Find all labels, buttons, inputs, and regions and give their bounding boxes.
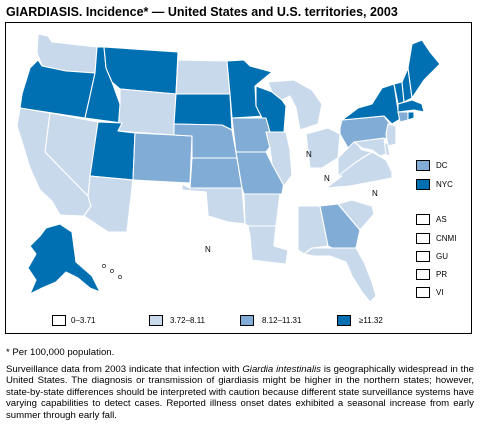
footnote: * Per 100,000 population. (6, 347, 115, 358)
state-mark-indiana: N (306, 150, 312, 159)
territory-swatch-as (416, 214, 430, 225)
map-frame (5, 22, 472, 334)
state-michigan (267, 79, 323, 131)
legend-swatch-bin-3 (337, 315, 351, 326)
state-wyoming (117, 88, 177, 136)
territory-label-pr: PR (436, 270, 448, 279)
territory-swatch-gu (416, 251, 430, 262)
territory-label-as: AS (436, 215, 447, 224)
state-montana (103, 46, 179, 95)
summary-text-after: is geographically widespread in the Unit… (6, 364, 474, 421)
state-maine (407, 39, 441, 99)
state-texas (139, 189, 253, 301)
hawaii-small-islands (102, 264, 122, 279)
state-new-jersey (385, 123, 397, 147)
state-hawaii (129, 282, 165, 308)
legend-swatch-bin-0 (52, 315, 66, 326)
dc-legend-label: DC (436, 161, 448, 170)
summary-text-before: Surveillance data from 2003 indicate tha… (6, 364, 243, 375)
legend-swatch-bin-2 (240, 315, 254, 326)
state-colorado (132, 132, 193, 184)
state-mark-texas: N (205, 245, 211, 254)
territory-label-gu: GU (436, 252, 448, 261)
legend-label-bin-1: 3.72–8.11 (170, 316, 205, 325)
territory-swatch-cnmi (416, 233, 430, 244)
territory-label-cnmi: CNMI (436, 234, 457, 243)
nyc-legend-swatch (416, 179, 430, 190)
territory-label-vi: VI (436, 288, 444, 297)
territory-swatch-pr (416, 269, 430, 280)
state-mark-north-carolina: N (372, 189, 378, 198)
nyc-legend-label: NYC (436, 180, 453, 189)
state-arkansas (243, 193, 281, 227)
legend-swatch-bin-1 (149, 315, 163, 326)
figure-title: GIARDIASIS. Incidence* — United States a… (6, 5, 398, 19)
not-notifiable-marks: N N N N (205, 150, 378, 254)
summary-organism-name: Giardia intestinalis (242, 364, 321, 375)
state-shapes (16, 33, 441, 308)
legend-label-bin-3: ≥11.32 (359, 316, 383, 325)
state-maryland (353, 137, 387, 157)
state-north-dakota (175, 59, 231, 95)
legend-label-bin-0: 0–3.71 (71, 316, 96, 325)
state-new-mexico (126, 179, 183, 237)
state-alaska (27, 223, 101, 295)
state-rhode-island (407, 111, 415, 121)
dc-legend-swatch (416, 160, 430, 171)
state-arizona (83, 175, 134, 233)
state-new-york (341, 83, 403, 125)
state-mark-kentucky: N (324, 174, 330, 183)
state-connecticut (397, 111, 409, 123)
state-illinois (265, 131, 293, 187)
legend-label-bin-2: 8.12–11.31 (262, 316, 302, 325)
summary-paragraph: Surveillance data from 2003 indicate tha… (6, 364, 474, 421)
state-kansas (189, 157, 243, 189)
state-florida (303, 247, 377, 303)
territory-swatch-vi (416, 287, 430, 298)
state-ohio (305, 127, 341, 169)
